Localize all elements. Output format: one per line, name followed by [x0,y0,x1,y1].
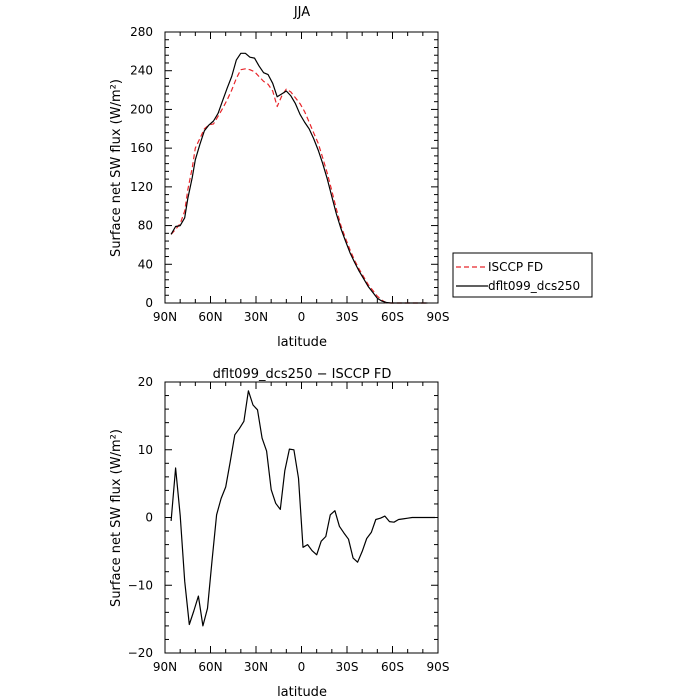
top-x-axis-label: latitude [277,335,327,350]
bottom-x-tick-label: 60N [198,660,222,674]
top-series-line-0 [170,68,428,304]
top-y-tick-label: 200 [130,102,153,116]
top-y-axis-label: Surface net SW flux (W/m²) [109,79,124,257]
bottom-y-tick-labels: −20 −10 0 10 20 [128,375,153,660]
bottom-series-group [170,390,435,627]
legend-label-dflt: dflt099_dcs250 [488,279,580,293]
bottom-plot-frame [164,381,439,654]
legend: ISCCP FD dflt099_dcs250 [452,252,593,298]
bottom-y-tick-label: 10 [138,443,153,457]
top-series-line-1 [170,52,428,304]
top-plot-frame [164,31,439,304]
bottom-panel: dflt099_dcs250 − ISCCP FD 90N 60N 30N 0 30S 6… [109,367,449,700]
top-y-tick-label: 120 [130,180,153,194]
top-ticks [164,31,439,304]
bottom-x-tick-label: 60S [381,660,404,674]
bottom-y-tick-label: −10 [128,578,153,592]
legend-label-isccp: ISCCP FD [488,260,543,274]
top-y-tick-label: 40 [138,257,153,271]
bottom-ticks [164,381,439,654]
top-y-tick-label: 160 [130,141,153,155]
top-y-tick-label: 280 [130,25,153,39]
top-y-tick-labels: 0 40 80 120 160 200 240 280 [130,25,153,310]
bottom-x-tick-label: 30N [244,660,268,674]
top-y-tick-label: 80 [138,219,153,233]
top-chart-title: JJA [293,5,310,20]
top-x-tick-label: 30N [244,310,268,324]
top-x-tick-label: 30S [336,310,359,324]
bottom-x-tick-label: 0 [298,660,306,674]
top-x-tick-label: 60N [198,310,222,324]
top-panel: JJA 90N 60N 30N 0 30S 60S 90S 0 40 80 120 160 200 24… [109,5,449,350]
top-y-tick-label: 0 [145,296,153,310]
top-y-tick-label: 240 [130,64,153,78]
legend-box [452,252,593,298]
bottom-x-axis-label: latitude [277,685,327,700]
top-x-tick-labels: 90N 60N 30N 0 30S 60S 90S [153,310,450,324]
bottom-chart-title: dflt099_dcs250 − ISCCP FD [213,367,392,382]
top-x-tick-label: 90S [427,310,450,324]
bottom-y-axis-label: Surface net SW flux (W/m²) [109,429,124,607]
bottom-series-line-0 [170,390,435,627]
top-x-tick-label: 90N [153,310,177,324]
bottom-y-tick-label: 20 [138,375,153,389]
bottom-y-tick-label: −20 [128,646,153,660]
top-series-group [170,52,428,304]
bottom-x-tick-labels: 90N 60N 30N 0 30S 60S 90S [153,660,450,674]
bottom-x-tick-label: 90N [153,660,177,674]
bottom-x-tick-label: 30S [336,660,359,674]
bottom-x-tick-label: 90S [427,660,450,674]
top-x-tick-label: 60S [381,310,404,324]
bottom-y-tick-label: 0 [145,511,153,525]
top-x-tick-label: 0 [298,310,306,324]
